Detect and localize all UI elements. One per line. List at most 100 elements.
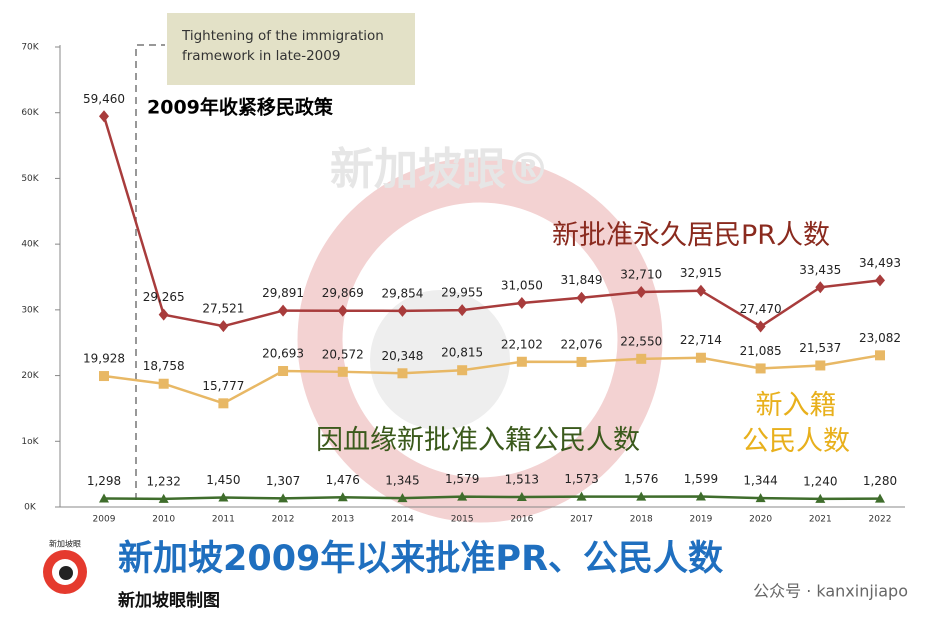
x-tick-label: 2016 [510,515,533,525]
logo-text: 新加坡眼 [49,539,81,549]
source: 公众号 · kanxinjiapo [753,582,908,601]
y-tick-label: 60K [21,108,39,118]
value-label: 1,476 [326,473,360,487]
value-label: 31,050 [501,278,543,292]
point [516,356,527,367]
value-label: 20,815 [441,346,483,360]
point [337,304,348,317]
point [218,398,229,409]
point [158,308,169,321]
series-line [102,115,881,328]
x-tick-label: 2020 [749,515,772,525]
point [457,304,468,317]
value-label: 1,513 [505,473,539,487]
y-tick-label: 20K [21,371,39,381]
watermark-dot [370,290,510,430]
value-label: 1,232 [147,474,181,488]
value-label: 20,348 [381,349,423,363]
point [99,493,109,503]
value-label: 32,915 [680,266,722,280]
point [815,360,826,371]
y-tick-label: 1oK [21,437,39,447]
value-label: 27,521 [202,302,244,316]
y-tick-label: 0K [24,503,37,513]
value-label: 20,693 [262,347,304,361]
x-tick-label: 2010 [152,515,175,525]
point [755,493,766,503]
value-label: 1,280 [863,474,897,488]
point [218,320,229,333]
point [397,493,408,503]
chart-title: 新加坡2009年以来批准PR、公民人数 [118,539,723,579]
watermark: 新加坡眼® [330,144,550,195]
y-tick-label: 30K [21,305,39,315]
value-label: 22,550 [620,334,662,348]
series-line [103,495,881,501]
x-tick-label: 2019 [689,515,712,525]
x-tick-label: 2013 [331,515,354,525]
point [218,492,229,502]
point [158,493,169,503]
point [99,371,109,382]
value-label: 29,891 [262,286,304,300]
point [278,304,289,317]
credit: 新加坡眼制图 [118,590,220,611]
value-label: 22,714 [680,333,722,347]
point [875,274,885,287]
x-tick-label: 2021 [809,515,832,525]
point [397,368,408,379]
value-label: 1,450 [206,473,240,487]
x-tick-label: 2022 [869,515,892,525]
value-label: 1,573 [564,472,598,486]
point [755,363,766,374]
point [99,110,109,123]
value-label: 33,435 [799,263,841,277]
point [755,320,766,333]
logo-eye [59,566,73,580]
point [875,350,885,361]
point [695,352,706,363]
x-tick-label: 2014 [391,515,414,525]
point [158,378,169,389]
point [576,491,587,501]
point [815,281,826,294]
point [636,286,647,299]
value-label: 1,240 [803,474,837,488]
point [457,365,468,376]
point [636,491,647,501]
value-label: 1,345 [385,474,419,488]
x-tick-label: 2009 [93,515,116,525]
value-label: 20,572 [322,347,364,361]
point [337,492,348,502]
annotation-cn: 2009年收紧移民政策 [147,96,334,119]
point [875,493,885,503]
series-label: 新入籍 公民人数 [742,390,850,457]
y-tick-label: 40K [21,240,39,250]
watermark-ring [297,157,663,523]
point [636,353,647,364]
value-label: 1,579 [445,472,479,486]
point [815,493,826,503]
annotation-box-text: Tightening of the immigration framework … [182,28,384,64]
point [397,304,408,317]
x-tick-label: 2012 [272,515,295,525]
value-label: 29,955 [441,286,483,300]
value-label: 1,344 [743,474,777,488]
value-label: 1,298 [87,474,121,488]
value-label: 32,710 [620,268,662,282]
logo: 新加坡眼 [43,539,87,594]
series-label: 新批准永久居民PR人数 [552,220,831,251]
value-label: 29,869 [322,286,364,300]
x-tick-label: 2018 [630,515,653,525]
value-label: 22,076 [561,337,603,351]
point [516,296,527,309]
value-label: 29,265 [143,290,185,304]
x-tick-label: 2011 [212,515,235,525]
value-label: 23,082 [859,331,901,345]
point [278,366,289,377]
point [695,284,706,297]
value-label: 27,470 [740,302,782,316]
value-label: 21,085 [740,344,782,358]
value-label: 22,102 [501,337,543,351]
